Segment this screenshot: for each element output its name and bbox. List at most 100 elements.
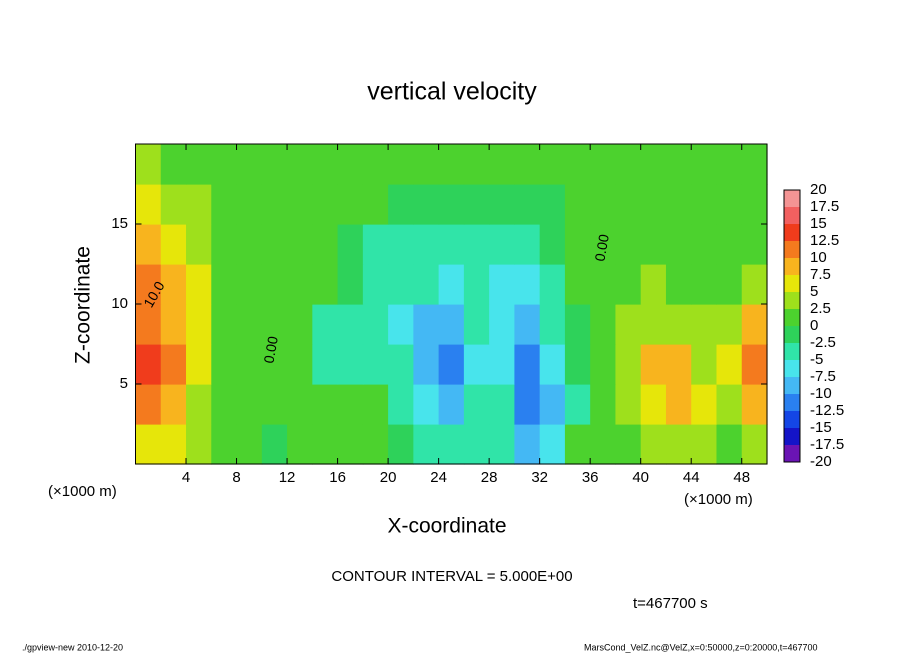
colorbar-swatch (784, 394, 800, 411)
heatmap-cell (287, 184, 313, 225)
heatmap-cell (691, 384, 718, 425)
heatmap-cell (160, 264, 187, 305)
heatmap-cell (186, 304, 212, 345)
heatmap-cell (564, 184, 591, 225)
colorbar-swatch (784, 258, 800, 275)
heatmap-cell (186, 144, 212, 185)
heatmap-cell (539, 344, 566, 385)
heatmap-cell (287, 424, 313, 465)
heatmap-cell (564, 144, 591, 185)
heatmap-cell (463, 184, 490, 225)
heatmap-cell (388, 224, 414, 265)
heatmap-cell (640, 344, 667, 385)
colorbar-swatch (784, 309, 800, 326)
heatmap-cell (640, 304, 667, 345)
heatmap-cell (514, 424, 541, 465)
heatmap-cell (413, 184, 440, 225)
heatmap-cell (590, 344, 617, 385)
colorbar-label: 0 (810, 317, 818, 334)
heatmap-cell (135, 224, 162, 265)
heatmap-cell (514, 304, 541, 345)
heatmap-cell (514, 184, 541, 225)
y-tick-label: 15 (111, 215, 128, 232)
heatmap-cell (388, 264, 414, 305)
contour-label: 0.00 (260, 335, 281, 365)
heatmap-cell (312, 344, 339, 385)
heatmap-cell (236, 304, 263, 345)
colorbar-label: 12.5 (810, 232, 839, 249)
heatmap-cell (287, 344, 313, 385)
heatmap-cell (438, 184, 465, 225)
heatmap-cell (261, 384, 288, 425)
heatmap-cell (337, 344, 364, 385)
heatmap-cell (337, 424, 364, 465)
heatmap-cell (716, 264, 743, 305)
heatmap-cell (438, 344, 465, 385)
x-tick-label: 36 (582, 469, 599, 486)
heatmap-cell (716, 424, 743, 465)
heatmap-cell (564, 384, 591, 425)
x-tick-label: 44 (683, 469, 700, 486)
heatmap-cell (665, 424, 692, 465)
heatmap-cell (211, 224, 238, 265)
heatmap-cell (640, 224, 667, 265)
heatmap-cell (160, 304, 187, 345)
heatmap-cell (413, 344, 440, 385)
colorbar-label: -17.5 (810, 436, 844, 453)
heatmap-cell (489, 304, 515, 345)
heatmap-cell (287, 264, 313, 305)
heatmap-cell (463, 344, 490, 385)
heatmap-cell (135, 424, 162, 465)
colorbar-swatch (784, 241, 800, 258)
heatmap-cell (261, 264, 288, 305)
heatmap-cell (615, 384, 642, 425)
heatmap-cell (615, 184, 642, 225)
heatmap-cell (312, 184, 339, 225)
heatmap-cell (716, 184, 743, 225)
heatmap-cell (312, 144, 339, 185)
heatmap-cell (362, 144, 389, 185)
heatmap-cell (337, 264, 364, 305)
heatmap-cell (640, 144, 667, 185)
heatmap-cell (615, 304, 642, 345)
heatmap-cell (312, 264, 339, 305)
heatmap-cell (539, 424, 566, 465)
heatmap-cell (691, 304, 718, 345)
heatmap-cell (665, 184, 692, 225)
heatmap-cell (489, 144, 515, 185)
heatmap-cell (160, 144, 187, 185)
colorbar-frame (783, 189, 801, 463)
heatmap-cell (186, 224, 212, 265)
heatmap-cell (691, 264, 718, 305)
colorbar-swatch (784, 411, 800, 428)
heatmap-cell (539, 304, 566, 345)
heatmap-cell (337, 224, 364, 265)
x-unit-left: (×1000 m) (48, 483, 117, 500)
heatmap-cell (312, 224, 339, 265)
heatmap-cell (463, 144, 490, 185)
heatmap-cell (261, 224, 288, 265)
heatmap-cell (514, 344, 541, 385)
heatmap-cell (337, 184, 364, 225)
heatmap-cell (691, 184, 718, 225)
heatmap-cell (665, 304, 692, 345)
colorbar-label: -10 (810, 385, 832, 402)
x-tick-label: 32 (531, 469, 548, 486)
x-tick-label: 12 (279, 469, 296, 486)
heatmap-cell (539, 144, 566, 185)
heatmap-cell (236, 264, 263, 305)
heatmap-cell (716, 144, 743, 185)
heatmap-cell (236, 384, 263, 425)
heatmap-cell (337, 144, 364, 185)
heatmap-cell (539, 384, 566, 425)
heatmap-cell (463, 384, 490, 425)
footer-left: ./gpview-new 2010-12-20 (22, 642, 123, 652)
heatmap-cell (741, 144, 768, 185)
heatmap-cell (640, 184, 667, 225)
colorbar-swatch (784, 360, 800, 377)
heatmap-cell (716, 224, 743, 265)
x-tick-label: 20 (380, 469, 397, 486)
heatmap-cell (388, 144, 414, 185)
heatmap-cell (590, 384, 617, 425)
